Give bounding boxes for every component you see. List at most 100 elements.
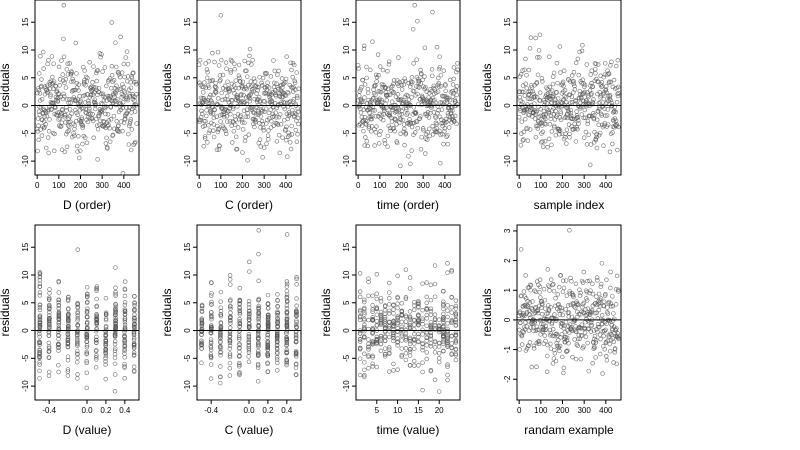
data-point (537, 90, 543, 95)
data-point (445, 308, 450, 313)
data-point (65, 373, 71, 378)
data-point (453, 317, 459, 322)
data-point (552, 350, 558, 356)
data-point (378, 89, 384, 95)
data-point (453, 303, 459, 309)
data-point (442, 126, 448, 131)
data-point (570, 79, 576, 84)
data-point (403, 319, 409, 324)
data-point (261, 145, 267, 150)
y-tick-label: -5 (21, 354, 30, 362)
data-point (357, 345, 363, 351)
data-point (228, 315, 233, 320)
data-point (236, 62, 242, 68)
y-tick-label: 15 (21, 17, 30, 26)
data-point (266, 85, 272, 90)
data-point (60, 96, 66, 102)
data-point (432, 263, 438, 268)
data-point (449, 294, 454, 300)
data-point (396, 97, 402, 102)
data-point (547, 122, 553, 127)
data-point (94, 288, 99, 293)
data-point (369, 129, 374, 134)
data-point (123, 55, 129, 60)
data-point (56, 311, 62, 316)
data-point (355, 63, 361, 68)
data-point (366, 276, 371, 281)
data-point (522, 303, 528, 308)
data-point (84, 333, 90, 338)
data-point (75, 149, 80, 154)
data-point (410, 120, 415, 126)
data-point (257, 137, 263, 142)
x-tick-label: 10 (393, 406, 402, 415)
data-point (288, 60, 293, 65)
data-point (133, 79, 139, 85)
data-point (531, 95, 537, 100)
data-point (47, 313, 52, 318)
data-point (131, 368, 137, 373)
data-point (406, 154, 411, 159)
data-point (426, 115, 432, 120)
data-point (107, 125, 112, 131)
data-point (402, 78, 408, 84)
data-point (205, 70, 210, 75)
data-point (239, 117, 245, 123)
data-point (49, 54, 55, 59)
data-point (87, 60, 92, 65)
data-point (357, 337, 363, 342)
data-point (390, 83, 395, 89)
data-point (442, 120, 448, 126)
data-point (441, 288, 446, 294)
data-point (276, 132, 282, 138)
data-point (395, 305, 400, 311)
data-point (436, 389, 442, 394)
data-point (260, 75, 266, 81)
data-point (65, 123, 71, 128)
data-point (410, 79, 415, 85)
data-point (582, 330, 588, 335)
data-point (285, 89, 290, 95)
data-point (362, 297, 367, 303)
data-point (225, 119, 230, 124)
data-point (107, 139, 113, 144)
data-point (246, 317, 252, 322)
data-point (276, 114, 282, 120)
data-point (233, 85, 238, 91)
data-point (403, 313, 409, 318)
data-point (209, 301, 214, 307)
data-point (535, 72, 541, 78)
data-point (604, 358, 610, 363)
data-point (46, 333, 52, 338)
data-points (34, 2, 139, 176)
data-point (210, 111, 216, 116)
x-tick-label: 0.4 (281, 406, 293, 415)
x-tick-label: 400 (279, 181, 293, 190)
data-point (530, 299, 535, 304)
data-point (576, 118, 581, 123)
data-point (56, 362, 61, 368)
data-point (366, 124, 372, 129)
data-point (531, 343, 537, 349)
data-point (103, 317, 109, 323)
x-tick-label: 0.0 (243, 406, 255, 415)
data-point (395, 320, 400, 326)
data-point (36, 123, 41, 128)
data-point (527, 340, 533, 345)
data-point (586, 320, 592, 325)
data-point (37, 274, 43, 280)
data-point (521, 289, 527, 294)
data-point (447, 97, 453, 103)
data-point (75, 318, 80, 323)
data-point (103, 338, 109, 344)
data-point (75, 352, 80, 357)
data-point (432, 377, 438, 383)
data-point (280, 135, 285, 140)
data-point (84, 314, 90, 320)
data-point (106, 118, 111, 123)
data-point (208, 362, 214, 367)
data-point (363, 135, 368, 140)
